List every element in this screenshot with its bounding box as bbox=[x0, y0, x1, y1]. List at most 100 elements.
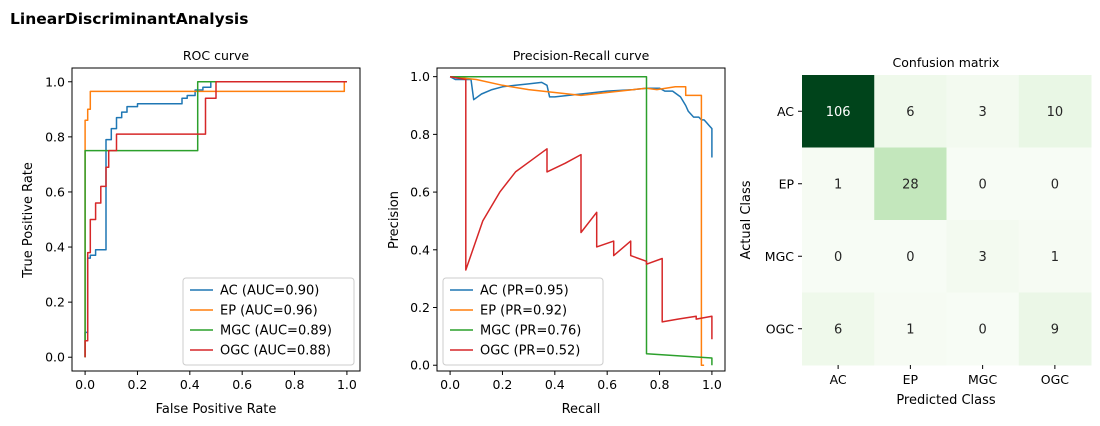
cm-cell bbox=[874, 75, 947, 148]
pr-y-tick-label: 0.0 bbox=[410, 358, 430, 373]
cm-cell-value: 1 bbox=[1051, 250, 1059, 265]
cm-cell-value: 0 bbox=[1051, 177, 1059, 192]
cm-cell bbox=[946, 147, 1020, 221]
roc-series-line-3 bbox=[84, 81, 347, 358]
cm-cell bbox=[874, 147, 947, 221]
cm-cell-value: 0 bbox=[978, 177, 986, 192]
cm-y-tick-label: EP bbox=[779, 176, 795, 191]
cm-cell-value: 0 bbox=[978, 322, 986, 337]
pr-title: Precision-Recall curve bbox=[513, 48, 650, 63]
cm-cell-value: 106 bbox=[826, 105, 851, 120]
pr-x-label: Recall bbox=[562, 402, 601, 417]
pr-y-tick-label: 0.4 bbox=[410, 242, 430, 257]
cm-cell bbox=[946, 75, 1020, 148]
pr-legend-box bbox=[442, 277, 604, 366]
cm-cells: 106 6 3 101 28 0 00 0 3 16 1 0 9 bbox=[802, 75, 1092, 366]
pr-x-tick-label: 0.0 bbox=[440, 377, 460, 392]
cm-cell-value: 3 bbox=[978, 250, 986, 265]
cm-cell bbox=[946, 220, 1020, 293]
roc-x-tick-label: 0.0 bbox=[75, 377, 95, 392]
cm-title: Confusion matrix bbox=[893, 55, 1000, 70]
roc-x-label: False Positive Rate bbox=[156, 402, 277, 417]
pr-legend-entry-3: OGC (PR=0.52) bbox=[480, 344, 580, 359]
figure-title: LinearDiscriminantAnalysis bbox=[10, 10, 248, 28]
cm-y-label: Actual Class bbox=[739, 180, 754, 259]
cm-cell bbox=[802, 75, 875, 148]
roc-y-tick-label: 0.0 bbox=[45, 350, 65, 365]
pr-legend-entry-0: AC (PR=0.95) bbox=[480, 284, 569, 299]
roc-x-ticks: 0.0 0.2 0.4 0.6 0.8 1.0 bbox=[75, 371, 357, 392]
pr-y-tick-label: 0.2 bbox=[410, 300, 430, 315]
cm-cell bbox=[874, 220, 947, 293]
pr-series-line-1 bbox=[450, 75, 705, 366]
pr-legend-entry-1: EP (PR=0.92) bbox=[480, 304, 567, 319]
roc-y-tick-label: 0.2 bbox=[45, 295, 65, 310]
cm-cell bbox=[1018, 147, 1092, 221]
cm-x-ticks: AC EP MGC OGC bbox=[830, 365, 1070, 387]
roc-x-tick-label: 0.4 bbox=[180, 377, 200, 392]
roc-y-tick-label: 1.0 bbox=[45, 74, 65, 89]
cm-y-tick-label: OGC bbox=[766, 321, 795, 336]
roc-legend-entry-3: OGC (AUC=0.88) bbox=[220, 344, 331, 359]
roc-title: ROC curve bbox=[183, 48, 250, 63]
cm-cell-value: 0 bbox=[834, 250, 842, 265]
roc-x-tick-label: 1.0 bbox=[337, 377, 357, 392]
pr-panel: Precision-Recall curve 0.0 0.2 0.4 0.6 0.8 1.… bbox=[387, 48, 726, 417]
roc-y-tick-label: 0.8 bbox=[45, 129, 65, 144]
cm-x-tick-label: OGC bbox=[1041, 372, 1070, 387]
roc-legend-entry-2: MGC (AUC=0.89) bbox=[220, 324, 332, 339]
cm-x-tick-label: AC bbox=[830, 372, 847, 387]
pr-series-line-0 bbox=[449, 76, 713, 158]
pr-x-tick-label: 1.0 bbox=[702, 377, 722, 392]
pr-x-tick-label: 0.6 bbox=[597, 377, 617, 392]
pr-series-group bbox=[449, 75, 713, 366]
cm-cell bbox=[1018, 220, 1092, 293]
cm-cell-value: 10 bbox=[1047, 105, 1064, 120]
pr-x-tick-label: 0.8 bbox=[650, 377, 670, 392]
cm-cell-value: 3 bbox=[978, 105, 986, 120]
pr-y-ticks: 0.0 0.2 0.4 0.6 0.8 1.0 bbox=[410, 69, 437, 373]
cm-cell bbox=[802, 220, 875, 293]
pr-legend: AC (PR=0.95) EP (PR=0.92) MGC (PR=0.76) OGC… bbox=[442, 277, 604, 366]
pr-series-line-2 bbox=[450, 75, 713, 366]
roc-legend-box bbox=[182, 277, 355, 366]
pr-y-tick-label: 0.8 bbox=[410, 127, 430, 142]
roc-x-tick-label: 0.6 bbox=[232, 377, 252, 392]
roc-legend-entry-1: EP (AUC=0.96) bbox=[220, 304, 318, 319]
roc-x-tick-label: 0.2 bbox=[128, 377, 148, 392]
roc-y-tick-label: 0.6 bbox=[45, 184, 65, 199]
pr-x-ticks: 0.0 0.2 0.4 0.6 0.8 1.0 bbox=[440, 371, 722, 392]
pr-y-tick-label: 0.6 bbox=[410, 185, 430, 200]
cm-cell-value: 9 bbox=[1051, 322, 1059, 337]
roc-x-tick-label: 0.8 bbox=[285, 377, 305, 392]
pr-series-line-3 bbox=[449, 75, 713, 340]
cm-cell bbox=[874, 292, 947, 366]
pr-x-tick-label: 0.2 bbox=[493, 377, 513, 392]
cm-cell bbox=[946, 292, 1020, 366]
cm-y-tick-label: MGC bbox=[765, 249, 794, 264]
cm-cell bbox=[802, 292, 875, 366]
pr-plot-frame bbox=[436, 67, 726, 372]
roc-y-ticks: 0.0 0.2 0.4 0.6 0.8 1.0 bbox=[45, 74, 72, 365]
roc-legend-entry-0: AC (AUC=0.90) bbox=[220, 284, 319, 299]
pr-y-label: Precision bbox=[387, 191, 402, 249]
roc-y-tick-label: 0.4 bbox=[45, 240, 65, 255]
cm-x-tick-label: EP bbox=[903, 372, 919, 387]
roc-plot-frame bbox=[71, 67, 361, 372]
roc-series-group bbox=[84, 81, 347, 358]
pr-y-tick-label: 1.0 bbox=[410, 69, 430, 84]
roc-series-line-1 bbox=[84, 81, 347, 358]
cm-y-tick-label: AC bbox=[777, 104, 794, 119]
cm-x-tick-label: MGC bbox=[968, 372, 997, 387]
cm-cell-value: 6 bbox=[834, 322, 842, 337]
pr-x-tick-label: 0.4 bbox=[545, 377, 565, 392]
roc-y-label: True Positive Rate bbox=[21, 162, 36, 279]
cm-cell-value: 1 bbox=[906, 322, 914, 337]
cm-x-label: Predicted Class bbox=[896, 393, 996, 408]
cm-cell-value: 1 bbox=[834, 177, 842, 192]
cm-cell bbox=[1018, 292, 1092, 366]
cm-y-ticks: AC EP MGC OGC bbox=[765, 104, 802, 336]
roc-panel: ROC curve 0.0 0.2 0.4 0.6 0.8 1.0 0.00.20.40.… bbox=[21, 48, 361, 417]
cm-cell bbox=[1018, 75, 1092, 148]
